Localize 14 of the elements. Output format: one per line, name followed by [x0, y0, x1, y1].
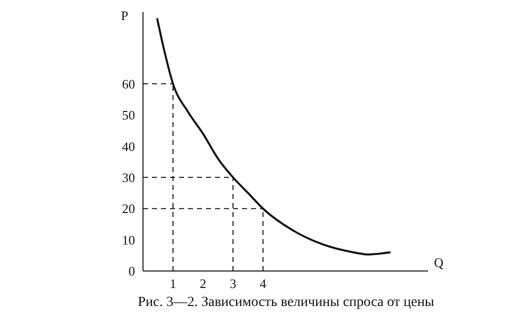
x-axis-title: Q	[434, 255, 444, 270]
y-tick-label: 60	[122, 76, 135, 92]
x-tick-label: 1	[170, 276, 176, 292]
y-axis-title: P	[121, 8, 128, 23]
y-tick-label: 50	[122, 108, 135, 123]
x-tick-label: 2	[200, 276, 206, 292]
text: Рис. 3—2. Зависимость величины спроса от цены	[136, 295, 436, 311]
y-tick-label: 30	[122, 170, 135, 185]
y-tick-label: 0	[128, 264, 135, 279]
y-tick-label: 20	[122, 201, 135, 216]
y-tick-label: 40	[122, 138, 135, 154]
x-tick-label: 3	[230, 276, 236, 292]
x-tick-label: 4	[260, 276, 267, 292]
y-tick-label: 10	[122, 232, 135, 248]
